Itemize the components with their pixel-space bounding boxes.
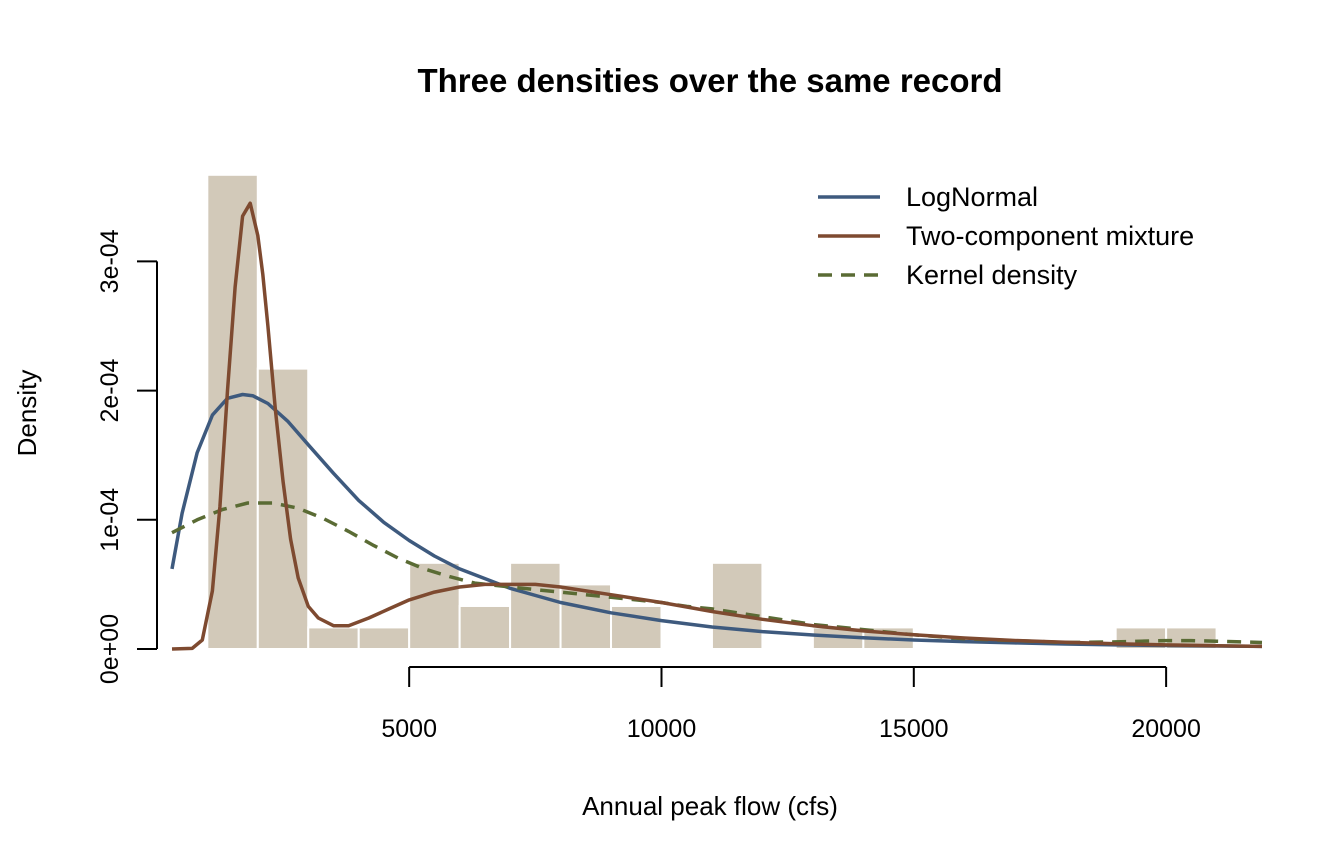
histogram-bar-1 [256,367,310,650]
histogram-bar-5 [458,604,512,651]
histogram-bar-6 [509,561,562,651]
x-tick-label-10000: 10000 [627,715,697,743]
legend: LogNormal Two-component mixture Kernel den… [818,182,1194,290]
histogram-bar-3 [357,626,411,650]
x-axis-label: Annual peak flow (cfs) [582,791,838,821]
x-axis-ticks: 5000 10000 15000 20000 [381,667,1201,743]
legend-label-kernel-density: Kernel density [906,260,1078,290]
x-tick-label-20000: 20000 [1131,715,1201,743]
y-axis: 0e+00 1e-04 2e-04 3e-04 [96,229,158,684]
x-axis: 5000 10000 15000 20000 [381,666,1201,743]
x-tick-label-5000: 5000 [381,715,437,743]
legend-label-lognormal: LogNormal [906,182,1038,212]
density-curves [170,201,1263,651]
histogram-bar-10 [710,561,764,651]
legend-label-two-component-mixture: Two-component mixture [906,221,1194,251]
y-tick-label-2e-04: 2e-04 [96,359,124,423]
series-line-two-component-mixture [171,201,1263,651]
x-tick-label-15000: 15000 [879,715,949,743]
series-line-lognormal [170,392,1263,649]
y-tick-label-0e+00: 0e+00 [96,614,124,684]
chart-title: Three densities over the same record [417,62,1002,99]
y-tick-label-3e-04: 3e-04 [96,229,124,293]
y-axis-ticks: 0e+00 1e-04 2e-04 3e-04 [96,229,157,684]
histogram-bar-2 [307,626,360,650]
y-tick-label-1e-04: 1e-04 [96,488,124,552]
y-axis-label: Density [12,370,42,457]
